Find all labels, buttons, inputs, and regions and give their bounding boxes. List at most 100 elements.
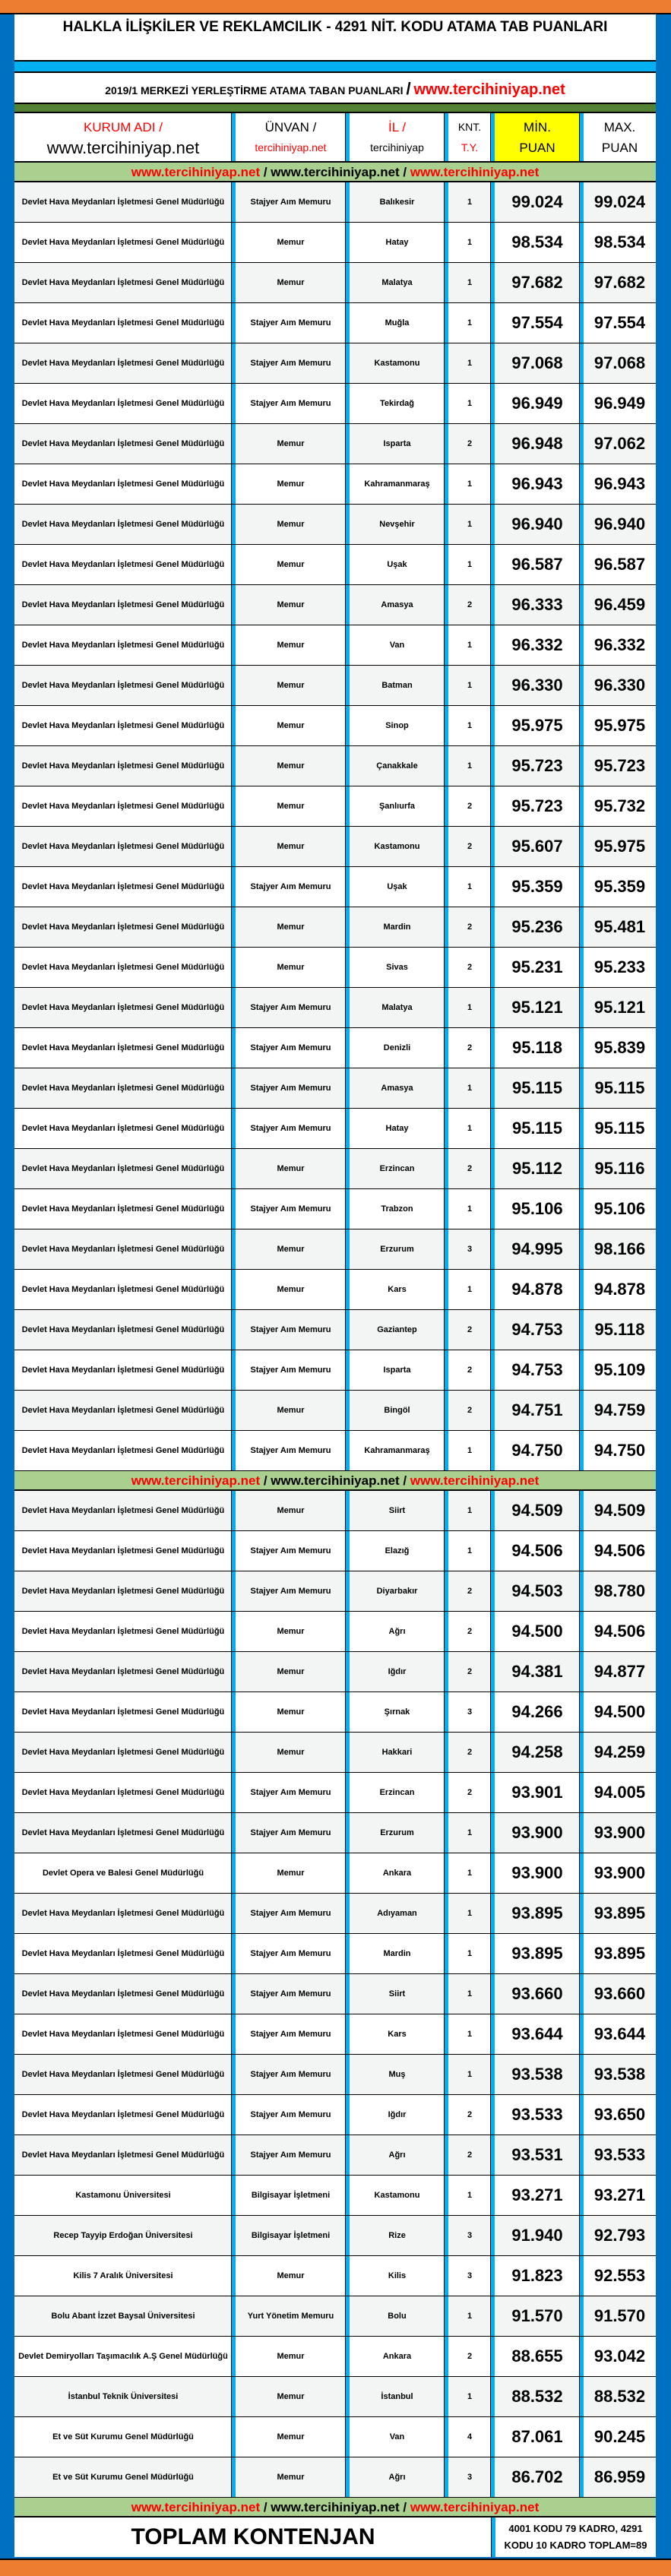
il-cell: Ankara	[350, 2337, 448, 2376]
kurum-cell: Devlet Hava Meydanları İşletmesi Genel M…	[14, 1773, 236, 1812]
header-kurum-site: www.tercihiniyap.net	[46, 138, 200, 157]
il-cell: Trabzon	[350, 1189, 448, 1229]
il-cell: Kahramanmaraş	[350, 464, 448, 504]
il-cell: Elazığ	[350, 1531, 448, 1571]
max-puan-cell: 95.359	[593, 877, 646, 896]
header-max-label: MAX.	[603, 119, 636, 134]
table-row: İstanbul Teknik Üniversitesi Memur İstanbu…	[14, 2377, 656, 2417]
il-cell: Muş	[350, 2055, 448, 2094]
header-min-puan: MİN. PUAN	[495, 113, 584, 161]
unvan-cell: Memur	[236, 1491, 350, 1530]
watermark-link[interactable]: www.tercihiniyap.net	[131, 165, 261, 179]
min-puan-cell: 98.534	[495, 223, 584, 262]
watermark-link[interactable]: www.tercihiniyap.net	[271, 1473, 400, 1488]
kurum-cell: Devlet Hava Meydanları İşletmesi Genel M…	[14, 867, 236, 907]
watermark-link[interactable]: www.tercihiniyap.net	[131, 2500, 261, 2514]
watermark-link[interactable]: www.tercihiniyap.net	[410, 2500, 540, 2514]
table-row: Devlet Hava Meydanları İşletmesi Genel M…	[14, 1612, 656, 1652]
watermark-sep: /	[260, 1473, 271, 1488]
kurum-cell: Devlet Hava Meydanları İşletmesi Genel M…	[14, 2014, 236, 2054]
kurum-cell: Devlet Hava Meydanları İşletmesi Genel M…	[14, 2055, 236, 2094]
kontenjan-cell: 2	[448, 1733, 495, 1772]
il-cell: Mardin	[350, 1934, 448, 1973]
kontenjan-cell: 1	[448, 1270, 495, 1309]
table-row: Devlet Hava Meydanları İşletmesi Genel M…	[14, 263, 656, 303]
max-puan-cell: 95.975	[593, 837, 646, 856]
unvan-cell: Memur	[236, 505, 350, 544]
kurum-cell: Devlet Hava Meydanları İşletmesi Genel M…	[14, 1068, 236, 1108]
kontenjan-cell: 1	[448, 2176, 495, 2215]
subtitle-slash: /	[406, 79, 411, 98]
unvan-cell: Stajyer Aım Memuru	[236, 2014, 350, 2054]
kurum-cell: Devlet Hava Meydanları İşletmesi Genel M…	[14, 625, 236, 665]
kontenjan-cell: 2	[448, 585, 495, 625]
header-max-puan: MAX. PUAN	[584, 113, 656, 161]
watermark-link[interactable]: www.tercihiniyap.net	[271, 2500, 400, 2514]
kontenjan-cell: 2	[448, 1652, 495, 1691]
il-cell: İstanbul	[350, 2377, 448, 2416]
min-puan-cell: 95.723	[495, 786, 584, 826]
min-puan-cell: 93.271	[495, 2176, 584, 2215]
kontenjan-cell: 1	[448, 303, 495, 343]
min-puan-cell: 93.900	[495, 1813, 584, 1853]
kurum-cell: Devlet Hava Meydanları İşletmesi Genel M…	[14, 1189, 236, 1229]
table-row: Devlet Hava Meydanları İşletmesi Genel M…	[14, 2055, 656, 2095]
table-row: Devlet Hava Meydanları İşletmesi Genel M…	[14, 948, 656, 988]
kontenjan-cell: 1	[448, 1974, 495, 2014]
max-puan-cell: 94.500	[593, 1702, 646, 1721]
max-puan-cell: 94.509	[593, 1501, 646, 1520]
table-row: Et ve Süt Kurumu Genel Müdürlüğü Memur Ağr…	[14, 2457, 656, 2498]
kurum-cell: Devlet Hava Meydanları İşletmesi Genel M…	[14, 1571, 236, 1611]
watermark-link[interactable]: www.tercihiniyap.net	[410, 1473, 540, 1488]
unvan-cell: Memur	[236, 1692, 350, 1732]
watermark-link[interactable]: www.tercihiniyap.net	[410, 165, 540, 179]
max-puan-cell: 94.259	[593, 1742, 646, 1761]
unvan-cell: Stajyer Aım Memuru	[236, 1068, 350, 1108]
table-row: Devlet Hava Meydanları İşletmesi Genel M…	[14, 1531, 656, 1571]
max-puan-cell: 98.166	[593, 1239, 646, 1258]
max-puan-cell: 95.723	[593, 756, 646, 775]
kontenjan-cell: 1	[448, 625, 495, 665]
il-cell: Ağrı	[350, 1612, 448, 1651]
bottom-orange-bar	[0, 2559, 671, 2576]
min-puan-cell: 96.949	[495, 384, 584, 423]
max-puan-cell: 95.106	[593, 1199, 646, 1218]
unvan-cell: Stajyer Aım Memuru	[236, 384, 350, 423]
max-puan-cell: 95.732	[593, 796, 646, 815]
kurum-cell: Devlet Hava Meydanları İşletmesi Genel M…	[14, 786, 236, 826]
max-puan-cell: 90.245	[593, 2427, 646, 2446]
max-puan-cell: 95.115	[594, 1078, 645, 1097]
kurum-cell: Devlet Hava Meydanları İşletmesi Genel M…	[14, 1612, 236, 1651]
table-row: Devlet Hava Meydanları İşletmesi Genel M…	[14, 2014, 656, 2055]
kontenjan-cell: 1	[448, 2296, 495, 2336]
watermark-link[interactable]: www.tercihiniyap.net	[271, 165, 400, 179]
min-puan-cell: 95.236	[495, 907, 584, 947]
max-puan-cell: 97.682	[593, 273, 646, 292]
kurum-cell: Devlet Demiryolları Taşımacılık A.Ş Gene…	[14, 2337, 236, 2376]
table-row: Devlet Hava Meydanları İşletmesi Genel M…	[14, 666, 656, 706]
min-puan-cell: 94.995	[495, 1229, 584, 1269]
il-cell: Malatya	[350, 263, 448, 302]
min-puan-cell: 94.753	[495, 1310, 584, 1350]
unvan-cell: Memur	[236, 2337, 350, 2376]
kurum-cell: Devlet Hava Meydanları İşletmesi Genel M…	[14, 1974, 236, 2014]
kontenjan-cell: 2	[448, 1571, 495, 1611]
unvan-cell: Stajyer Aım Memuru	[236, 1894, 350, 1933]
table-row: Devlet Hava Meydanları İşletmesi Genel M…	[14, 1109, 656, 1149]
table-row: Devlet Hava Meydanları İşletmesi Genel M…	[14, 1773, 656, 1813]
table-row: Devlet Hava Meydanları İşletmesi Genel M…	[14, 1350, 656, 1391]
subtitle-site-link[interactable]: www.tercihiniyap.net	[413, 81, 565, 98]
table-row: Devlet Demiryolları Taşımacılık A.Ş Gene…	[14, 2337, 656, 2377]
table-row: Devlet Hava Meydanları İşletmesi Genel M…	[14, 1310, 656, 1350]
min-puan-cell: 93.895	[495, 1894, 584, 1933]
blue-divider	[14, 62, 656, 73]
unvan-cell: Stajyer Aım Memuru	[236, 1431, 350, 1470]
unvan-cell: Stajyer Aım Memuru	[236, 343, 350, 383]
kontenjan-cell: 2	[448, 1612, 495, 1651]
il-cell: Amasya	[350, 585, 448, 625]
min-puan-cell: 96.943	[495, 464, 584, 504]
table-row: Devlet Hava Meydanları İşletmesi Genel M…	[14, 464, 656, 505]
table-row: Devlet Hava Meydanları İşletmesi Genel M…	[14, 1692, 656, 1733]
unvan-cell: Stajyer Aım Memuru	[236, 988, 350, 1027]
watermark-link[interactable]: www.tercihiniyap.net	[131, 1473, 261, 1488]
